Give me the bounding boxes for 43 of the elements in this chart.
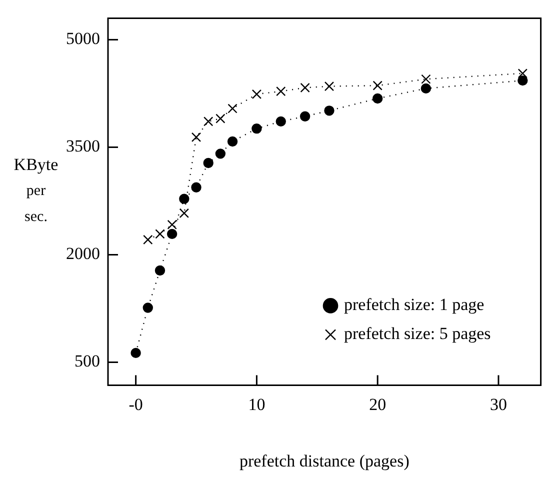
point	[252, 89, 262, 100]
point	[143, 234, 153, 245]
point	[203, 158, 214, 168]
point	[191, 132, 202, 142]
x-axis-title: prefetch distance (pages)	[239, 451, 410, 470]
point	[300, 111, 310, 122]
point	[372, 93, 383, 104]
point	[130, 348, 141, 358]
point	[179, 208, 190, 218]
point	[276, 116, 286, 127]
point	[518, 68, 528, 78]
point	[227, 136, 238, 147]
y-tick-label: 3500	[66, 136, 100, 156]
point	[142, 302, 153, 313]
point	[276, 86, 286, 96]
point	[421, 74, 431, 84]
point	[154, 265, 166, 276]
legend-label: prefetch size: 5 pages	[344, 324, 491, 344]
point	[420, 83, 432, 94]
x-tick-label: -0	[128, 394, 143, 414]
x-tick-label: 10	[248, 394, 266, 414]
point	[155, 229, 165, 239]
y-tick-label: 5000	[66, 29, 100, 48]
point	[179, 194, 190, 204]
x-tick-label: 20	[369, 394, 386, 414]
point	[215, 148, 226, 159]
point	[300, 82, 310, 93]
point	[166, 228, 178, 240]
point	[372, 80, 382, 90]
point	[324, 106, 334, 116]
point	[324, 81, 334, 92]
y-tick-label: 500	[74, 352, 100, 371]
point	[252, 123, 262, 134]
y-axis-title: KByte per sec.	[12, 155, 60, 227]
x-tick-label: 30	[490, 394, 507, 414]
y-tick-label: 2000	[66, 244, 100, 264]
point	[204, 116, 214, 126]
legend-label: prefetch size: 1 page	[344, 295, 484, 314]
point	[191, 182, 202, 192]
point	[216, 114, 226, 124]
point	[228, 104, 238, 114]
point	[167, 220, 177, 230]
point	[518, 75, 528, 86]
